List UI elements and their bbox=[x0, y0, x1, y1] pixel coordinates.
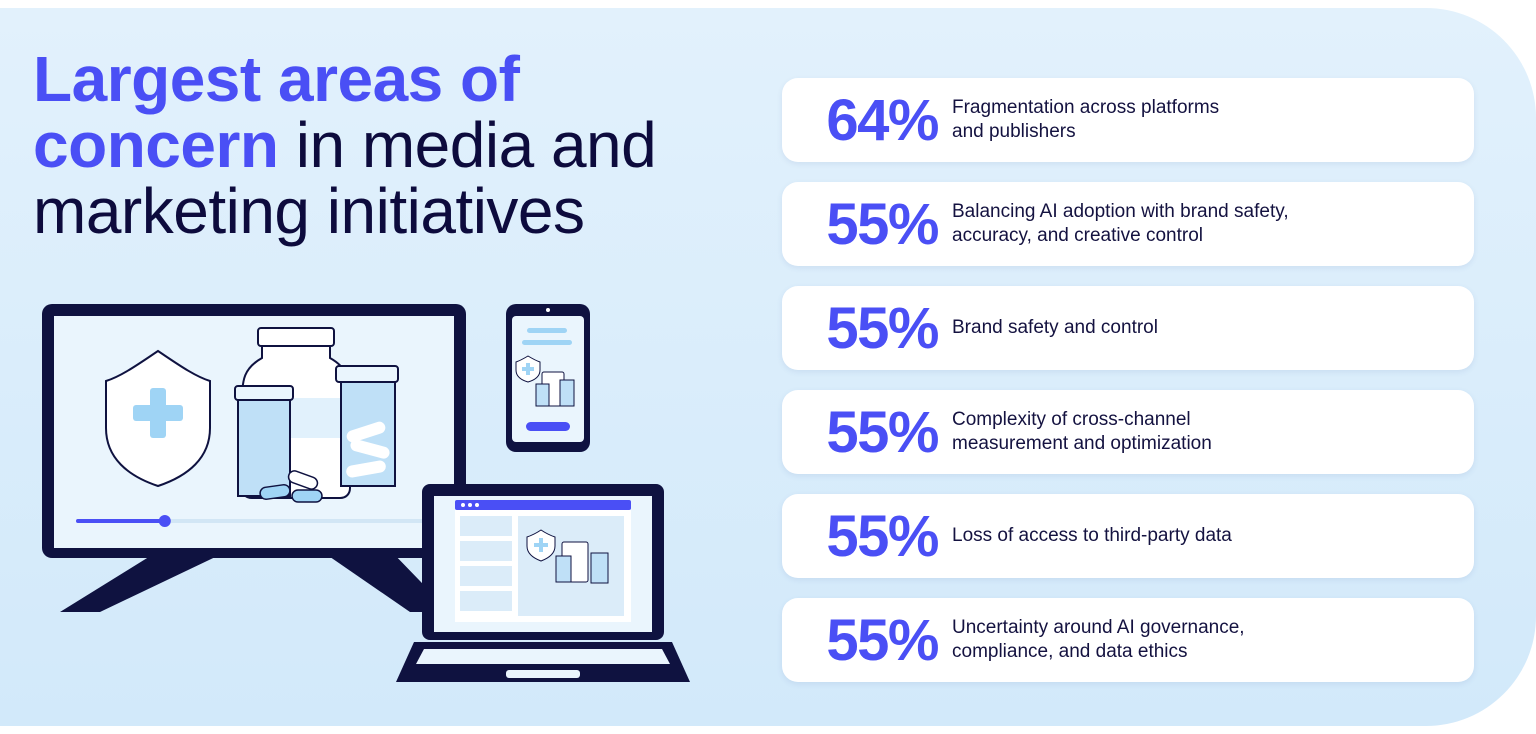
stat-value: 55% bbox=[826, 399, 939, 465]
stat-value: 55% bbox=[826, 607, 939, 673]
video-progress-knob bbox=[158, 515, 171, 527]
devices-illustration bbox=[42, 304, 690, 682]
stat-card: 55% Balancing AI adoption with brand saf… bbox=[782, 182, 1474, 266]
stat-card: 55% Brand safety and control bbox=[782, 286, 1474, 370]
stat-value: 64% bbox=[826, 87, 939, 153]
laptop-icon bbox=[396, 484, 690, 682]
stat-value: 55% bbox=[826, 503, 939, 569]
stat-label: Loss of access to third-party data bbox=[952, 525, 1232, 546]
stat-card: 64% Fragmentation across platforms and p… bbox=[782, 78, 1474, 162]
medicine-bottle-icon bbox=[234, 327, 399, 503]
stat-card: 55% Loss of access to third-party data bbox=[782, 494, 1474, 578]
stats-list: 64% Fragmentation across platforms and p… bbox=[782, 78, 1474, 702]
infographic-panel: Largest areas of concern in media and ma… bbox=[0, 8, 1536, 726]
video-progress-bar bbox=[76, 519, 165, 523]
stat-label: Complexity of cross-channel measurement … bbox=[952, 409, 1212, 454]
page-title: Largest areas of concern in media and ma… bbox=[33, 46, 733, 244]
stat-label: Fragmentation across platforms and publi… bbox=[952, 97, 1220, 142]
headline-rest: in media and marketing initiatives bbox=[33, 109, 657, 247]
headline-highlight-2: concern bbox=[33, 109, 279, 181]
stat-label: Brand safety and control bbox=[952, 317, 1158, 338]
stat-label: Uncertainty around AI governance, compli… bbox=[952, 617, 1245, 662]
stat-label: Balancing AI adoption with brand safety,… bbox=[952, 201, 1289, 246]
phone-icon bbox=[506, 304, 590, 452]
stat-value: 55% bbox=[826, 295, 939, 361]
headline-highlight-1: Largest areas of bbox=[33, 43, 520, 115]
stat-card: 55% Complexity of cross-channel measurem… bbox=[782, 390, 1474, 474]
shield-plus-icon bbox=[105, 349, 211, 488]
stat-card: 55% Uncertainty around AI governance, co… bbox=[782, 598, 1474, 682]
stat-value: 55% bbox=[826, 191, 939, 257]
